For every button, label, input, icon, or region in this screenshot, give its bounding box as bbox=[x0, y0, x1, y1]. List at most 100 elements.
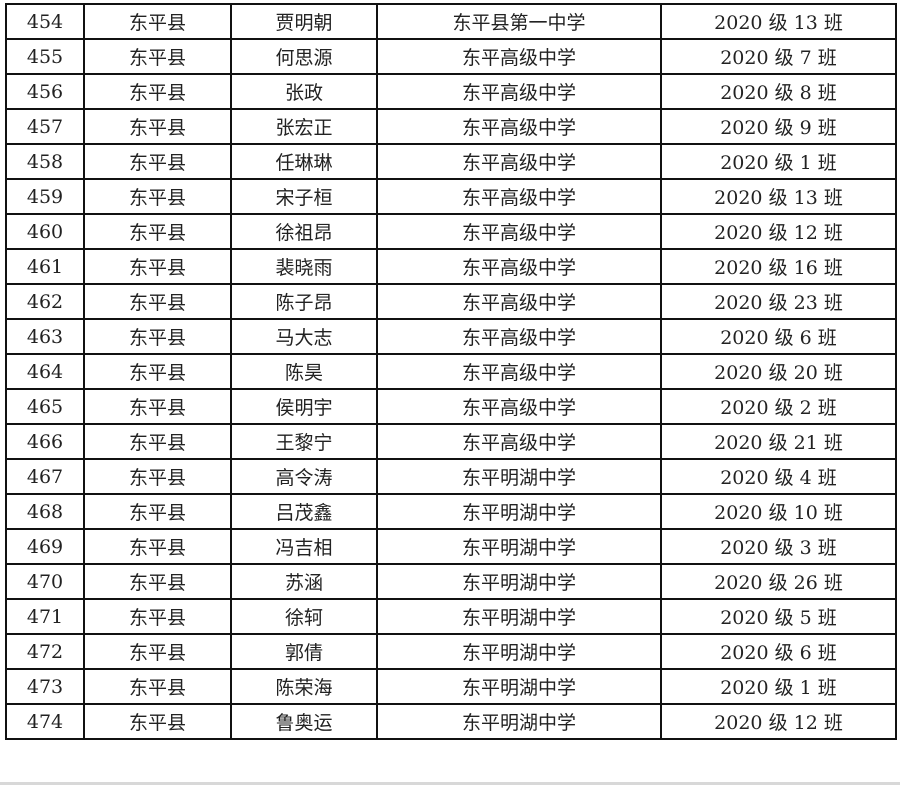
county-cell: 东平县 bbox=[83, 458, 232, 495]
county-cell: 东平县 bbox=[83, 143, 232, 180]
table-row: 465 东平县 侯明宇 东平高级中学 2020 级 2 班 bbox=[5, 388, 897, 425]
student-name-cell: 冯吉相 bbox=[230, 528, 378, 565]
table-body: 454 东平县 贾明朝 东平县第一中学 2020 级 13 班 455 东平县 何思源 东平高级… bbox=[5, 3, 897, 740]
row-number-cell: 459 bbox=[5, 178, 85, 215]
county-cell: 东平县 bbox=[83, 423, 232, 460]
row-number-cell: 454 bbox=[5, 3, 85, 40]
page-bottom-edge bbox=[0, 782, 900, 785]
student-list-table: 454 东平县 贾明朝 东平县第一中学 2020 级 13 班 455 东平县 何思源 东平高级… bbox=[5, 3, 897, 740]
table-row: 466 东平县 王黎宁 东平高级中学 2020 级 21 班 bbox=[5, 423, 897, 460]
school-cell: 东平高级中学 bbox=[376, 283, 662, 320]
row-number-cell: 456 bbox=[5, 73, 85, 110]
school-cell: 东平高级中学 bbox=[376, 143, 662, 180]
student-name-cell: 吕茂鑫 bbox=[230, 493, 378, 530]
row-number-cell: 468 bbox=[5, 493, 85, 530]
row-number-cell: 455 bbox=[5, 38, 85, 75]
school-cell: 东平明湖中学 bbox=[376, 493, 662, 530]
county-cell: 东平县 bbox=[83, 73, 232, 110]
student-name-cell: 侯明宇 bbox=[230, 388, 378, 425]
school-cell: 东平高级中学 bbox=[376, 213, 662, 250]
table-row: 456 东平县 张政 东平高级中学 2020 级 8 班 bbox=[5, 73, 897, 110]
county-cell: 东平县 bbox=[83, 703, 232, 740]
student-name-cell: 任琳琳 bbox=[230, 143, 378, 180]
student-name-cell: 郭倩 bbox=[230, 633, 378, 670]
row-number-cell: 467 bbox=[5, 458, 85, 495]
county-cell: 东平县 bbox=[83, 3, 232, 40]
row-number-cell: 464 bbox=[5, 353, 85, 390]
county-cell: 东平县 bbox=[83, 318, 232, 355]
class-cell: 2020 级 1 班 bbox=[660, 143, 897, 180]
row-number-cell: 470 bbox=[5, 563, 85, 600]
student-name-cell: 陈昊 bbox=[230, 353, 378, 390]
school-cell: 东平明湖中学 bbox=[376, 668, 662, 705]
row-number-cell: 463 bbox=[5, 318, 85, 355]
county-cell: 东平县 bbox=[83, 353, 232, 390]
student-name-cell: 王黎宁 bbox=[230, 423, 378, 460]
table-row: 467 东平县 高令涛 东平明湖中学 2020 级 4 班 bbox=[5, 458, 897, 495]
row-number-cell: 471 bbox=[5, 598, 85, 635]
class-cell: 2020 级 2 班 bbox=[660, 388, 897, 425]
student-name-cell: 徐祖昂 bbox=[230, 213, 378, 250]
table-row: 462 东平县 陈子昂 东平高级中学 2020 级 23 班 bbox=[5, 283, 897, 320]
table-row: 470 东平县 苏涵 东平明湖中学 2020 级 26 班 bbox=[5, 563, 897, 600]
table-row: 457 东平县 张宏正 东平高级中学 2020 级 9 班 bbox=[5, 108, 897, 145]
student-name-cell: 马大志 bbox=[230, 318, 378, 355]
county-cell: 东平县 bbox=[83, 38, 232, 75]
county-cell: 东平县 bbox=[83, 668, 232, 705]
county-cell: 东平县 bbox=[83, 178, 232, 215]
student-name-cell: 陈子昂 bbox=[230, 283, 378, 320]
class-cell: 2020 级 13 班 bbox=[660, 178, 897, 215]
county-cell: 东平县 bbox=[83, 528, 232, 565]
row-number-cell: 461 bbox=[5, 248, 85, 285]
school-cell: 东平明湖中学 bbox=[376, 528, 662, 565]
county-cell: 东平县 bbox=[83, 108, 232, 145]
row-number-cell: 466 bbox=[5, 423, 85, 460]
table-row: 458 东平县 任琳琳 东平高级中学 2020 级 1 班 bbox=[5, 143, 897, 180]
row-number-cell: 458 bbox=[5, 143, 85, 180]
class-cell: 2020 级 26 班 bbox=[660, 563, 897, 600]
student-name-cell: 张政 bbox=[230, 73, 378, 110]
county-cell: 东平县 bbox=[83, 493, 232, 530]
table-row: 455 东平县 何思源 东平高级中学 2020 级 7 班 bbox=[5, 38, 897, 75]
school-cell: 东平明湖中学 bbox=[376, 703, 662, 740]
class-cell: 2020 级 13 班 bbox=[660, 3, 897, 40]
table-row: 473 东平县 陈荣海 东平明湖中学 2020 级 1 班 bbox=[5, 668, 897, 705]
table-row: 472 东平县 郭倩 东平明湖中学 2020 级 6 班 bbox=[5, 633, 897, 670]
student-name-cell: 贾明朝 bbox=[230, 3, 378, 40]
school-cell: 东平明湖中学 bbox=[376, 563, 662, 600]
class-cell: 2020 级 9 班 bbox=[660, 108, 897, 145]
student-name-cell: 何思源 bbox=[230, 38, 378, 75]
class-cell: 2020 级 1 班 bbox=[660, 668, 897, 705]
school-cell: 东平高级中学 bbox=[376, 318, 662, 355]
class-cell: 2020 级 3 班 bbox=[660, 528, 897, 565]
county-cell: 东平县 bbox=[83, 598, 232, 635]
student-name-cell: 徐轲 bbox=[230, 598, 378, 635]
student-name-cell: 鲁奥运 bbox=[230, 703, 378, 740]
class-cell: 2020 级 16 班 bbox=[660, 248, 897, 285]
table-row: 474 东平县 鲁奥运 东平明湖中学 2020 级 12 班 bbox=[5, 703, 897, 740]
table-row: 463 东平县 马大志 东平高级中学 2020 级 6 班 bbox=[5, 318, 897, 355]
school-cell: 东平明湖中学 bbox=[376, 598, 662, 635]
class-cell: 2020 级 10 班 bbox=[660, 493, 897, 530]
class-cell: 2020 级 8 班 bbox=[660, 73, 897, 110]
school-cell: 东平高级中学 bbox=[376, 73, 662, 110]
row-number-cell: 462 bbox=[5, 283, 85, 320]
class-cell: 2020 级 7 班 bbox=[660, 38, 897, 75]
county-cell: 东平县 bbox=[83, 633, 232, 670]
school-cell: 东平高级中学 bbox=[376, 248, 662, 285]
class-cell: 2020 级 23 班 bbox=[660, 283, 897, 320]
class-cell: 2020 级 6 班 bbox=[660, 318, 897, 355]
student-name-cell: 苏涵 bbox=[230, 563, 378, 600]
row-number-cell: 474 bbox=[5, 703, 85, 740]
student-name-cell: 高令涛 bbox=[230, 458, 378, 495]
table-row: 464 东平县 陈昊 东平高级中学 2020 级 20 班 bbox=[5, 353, 897, 390]
school-cell: 东平县第一中学 bbox=[376, 3, 662, 40]
county-cell: 东平县 bbox=[83, 213, 232, 250]
table-row: 461 东平县 裴晓雨 东平高级中学 2020 级 16 班 bbox=[5, 248, 897, 285]
table-row: 468 东平县 吕茂鑫 东平明湖中学 2020 级 10 班 bbox=[5, 493, 897, 530]
row-number-cell: 473 bbox=[5, 668, 85, 705]
class-cell: 2020 级 5 班 bbox=[660, 598, 897, 635]
class-cell: 2020 级 20 班 bbox=[660, 353, 897, 390]
row-number-cell: 465 bbox=[5, 388, 85, 425]
school-cell: 东平高级中学 bbox=[376, 38, 662, 75]
